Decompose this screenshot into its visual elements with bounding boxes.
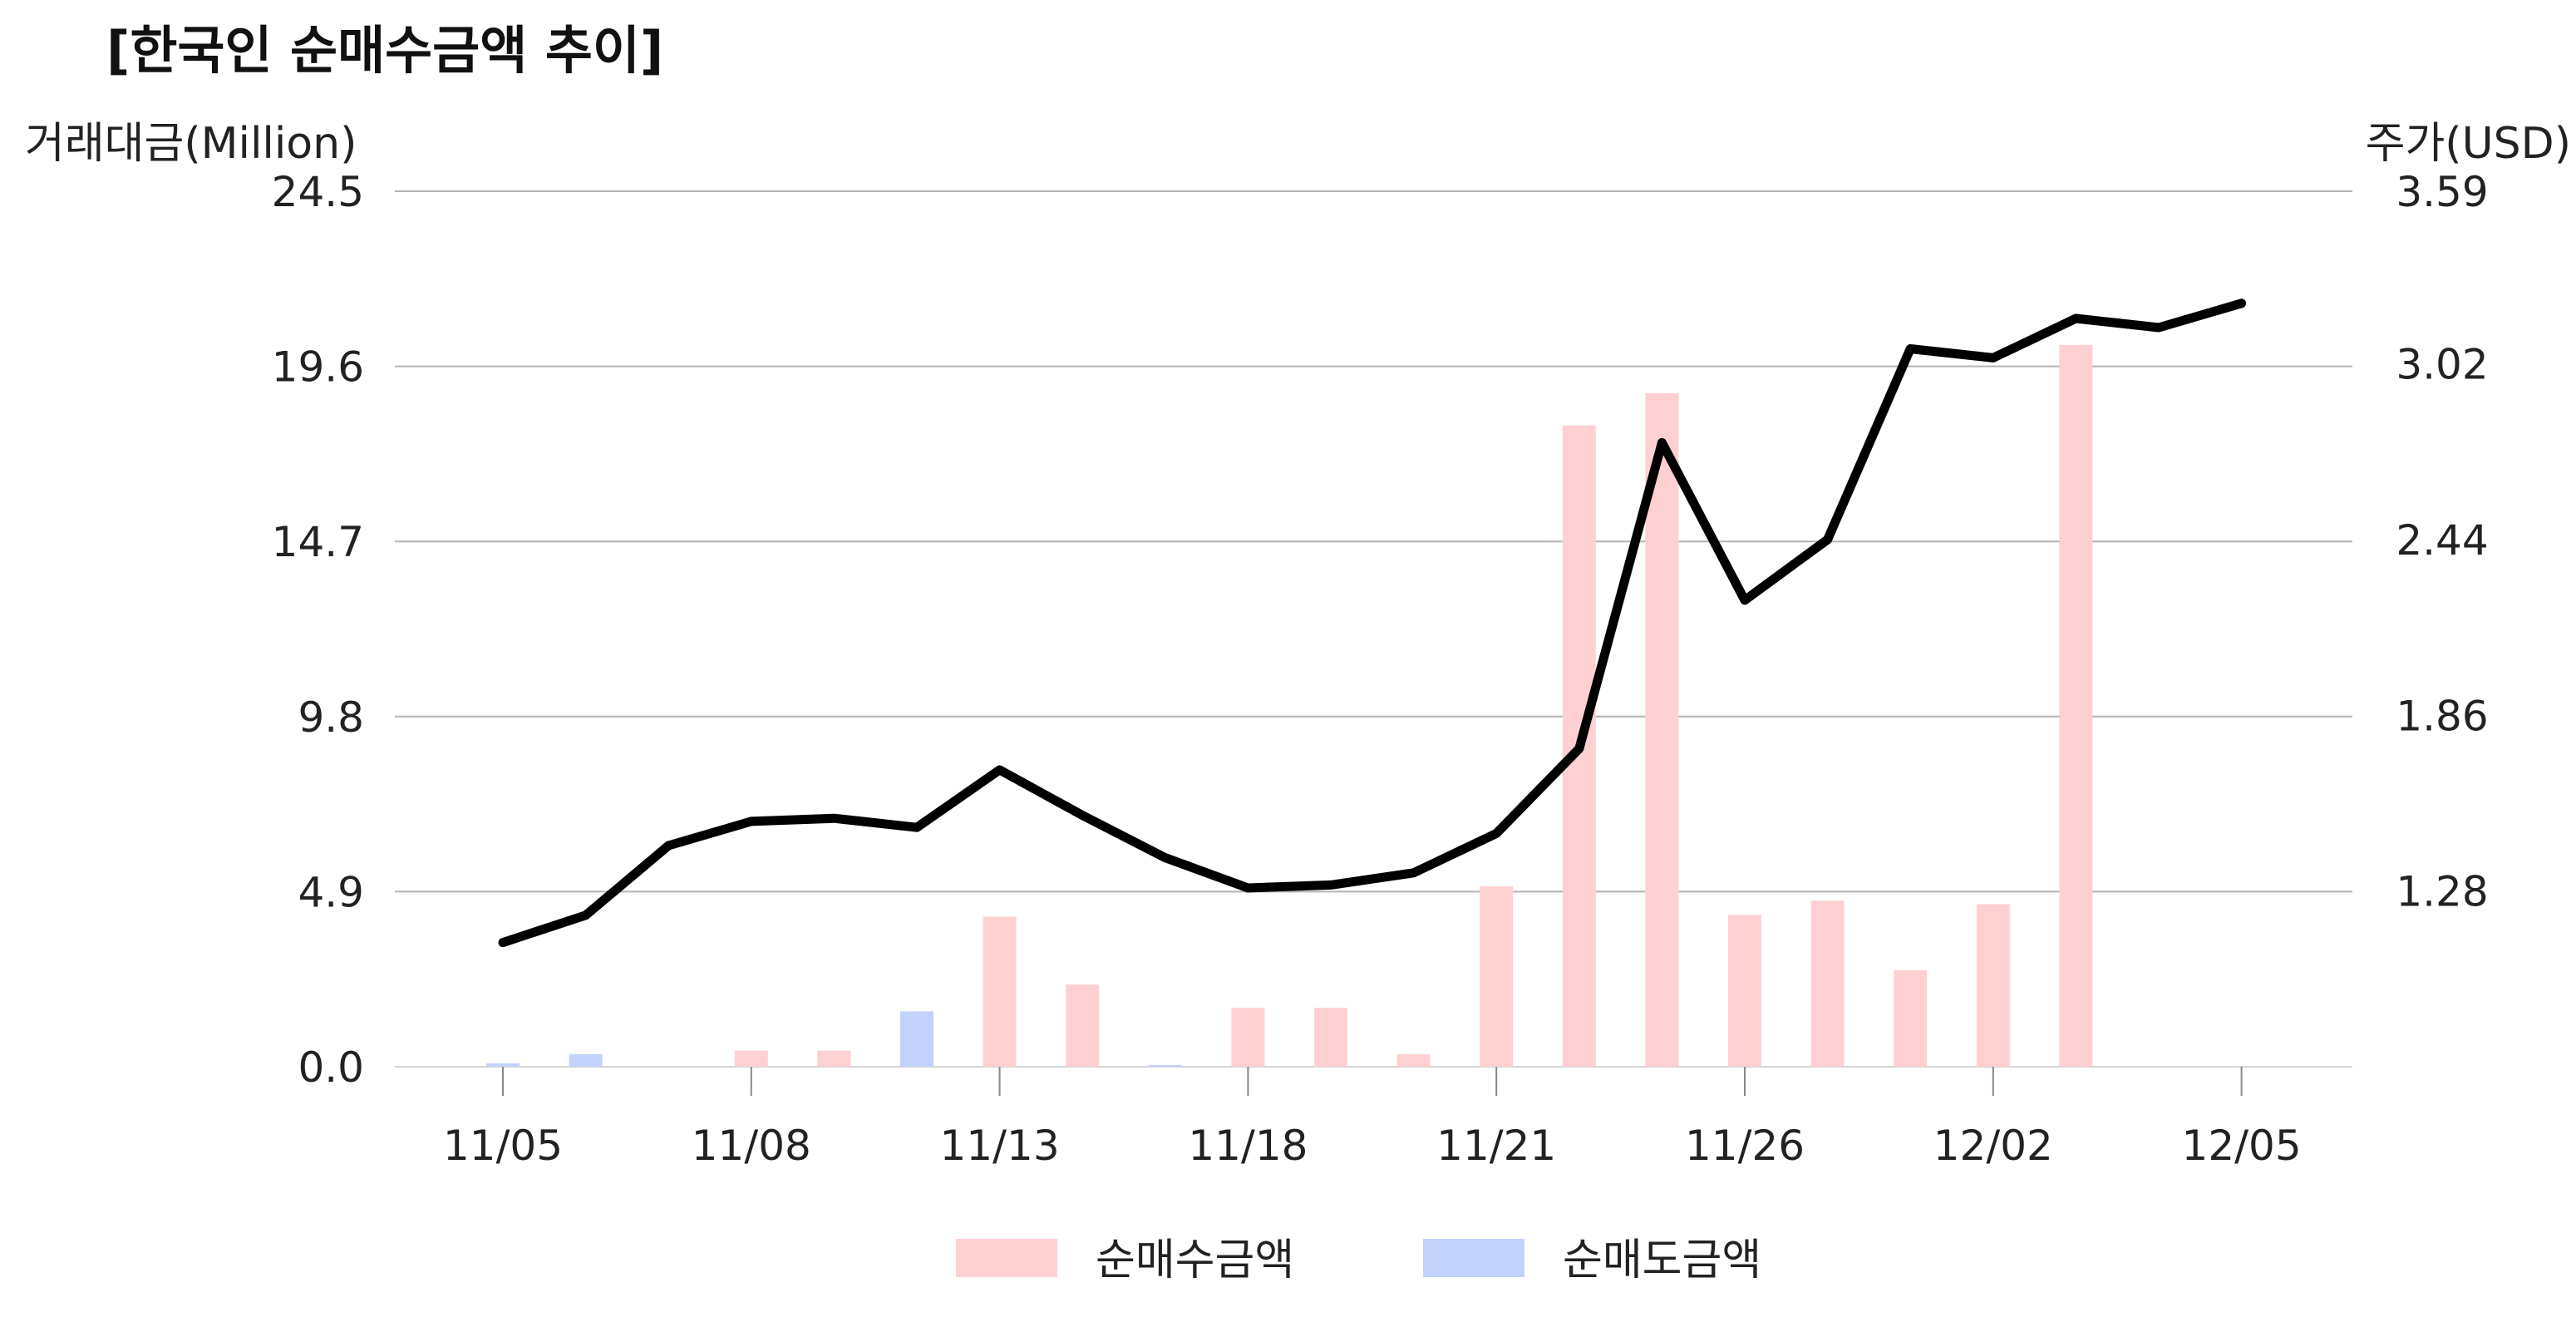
- right-axis-ticks: 1.28 1.86 2.44 3.02 3.59: [2396, 168, 2488, 916]
- bar-net-buy: [817, 1050, 851, 1067]
- left-tick-label: 24.5: [272, 168, 364, 216]
- x-tick-label: 11/08: [692, 1122, 811, 1170]
- bar-net-buy: [1728, 915, 1761, 1067]
- bar-net-buy: [1396, 1053, 1431, 1067]
- x-tick-label: 11/13: [940, 1122, 1060, 1170]
- price-line: [498, 298, 2247, 948]
- right-tick-label: 1.28: [2396, 868, 2488, 916]
- bar-net-buy: [1066, 984, 1100, 1067]
- bar-net-buy: [983, 916, 1017, 1067]
- right-tick-label: 1.86: [2396, 692, 2488, 740]
- bar-net-buy: [1894, 969, 1928, 1067]
- bar-net-sell: [900, 1011, 933, 1067]
- right-tick-label: 2.44: [2396, 516, 2488, 565]
- gridlines: [395, 190, 2352, 1068]
- left-axis-ticks: 0.0 4.9 9.8 14.7 19.6 24.5: [272, 168, 364, 1092]
- left-tick-label: 0.0: [298, 1043, 364, 1092]
- left-tick-label: 4.9: [298, 868, 364, 916]
- x-tick-label: 11/26: [1685, 1122, 1805, 1170]
- right-tick-label: 3.59: [2396, 168, 2488, 216]
- x-axis: 11/05 11/08 11/13 11/18 11/21 11/26 12/02 12/05: [443, 1067, 2302, 1170]
- bar-net-buy: [1480, 885, 1514, 1067]
- x-tick-label: 11/21: [1436, 1122, 1556, 1170]
- bar-net-buy: [2059, 344, 2093, 1067]
- left-tick-label: 19.6: [272, 343, 364, 392]
- chart-title: [한국인 순매수금액 추이]: [106, 20, 663, 81]
- bar-net-sell: [569, 1053, 603, 1067]
- bar-net-buy: [1314, 1008, 1347, 1067]
- bars: [486, 344, 2093, 1067]
- x-tick-label: 12/02: [1933, 1122, 2053, 1170]
- bar-net-sell: [1148, 1064, 1182, 1067]
- bar-net-buy: [1231, 1008, 1265, 1067]
- left-tick-label: 9.8: [298, 693, 364, 742]
- left-axis-title: 거래대금(Million): [25, 119, 357, 169]
- x-tick-label: 11/18: [1188, 1122, 1308, 1170]
- legend-label-sell: 순매도금액: [1563, 1236, 1761, 1285]
- bar-net-sell: [486, 1063, 520, 1067]
- legend: 순매수금액 순매도금액: [956, 1236, 1761, 1285]
- right-tick-label: 3.02: [2396, 341, 2488, 389]
- x-tick-label: 11/05: [443, 1122, 563, 1170]
- bar-net-buy: [1810, 900, 1845, 1067]
- legend-label-buy: 순매수금액: [1096, 1236, 1294, 1285]
- left-tick-label: 14.7: [272, 518, 364, 566]
- x-tick-label: 12/05: [2182, 1122, 2302, 1170]
- bar-net-buy: [734, 1050, 768, 1067]
- legend-swatch-buy: [956, 1239, 1057, 1277]
- bar-net-buy: [1645, 392, 1679, 1067]
- legend-swatch-sell: [1423, 1239, 1524, 1277]
- price-line-layer: [498, 298, 2247, 948]
- bar-net-buy: [1976, 904, 2010, 1067]
- right-axis-title: 주가(USD): [2366, 119, 2571, 169]
